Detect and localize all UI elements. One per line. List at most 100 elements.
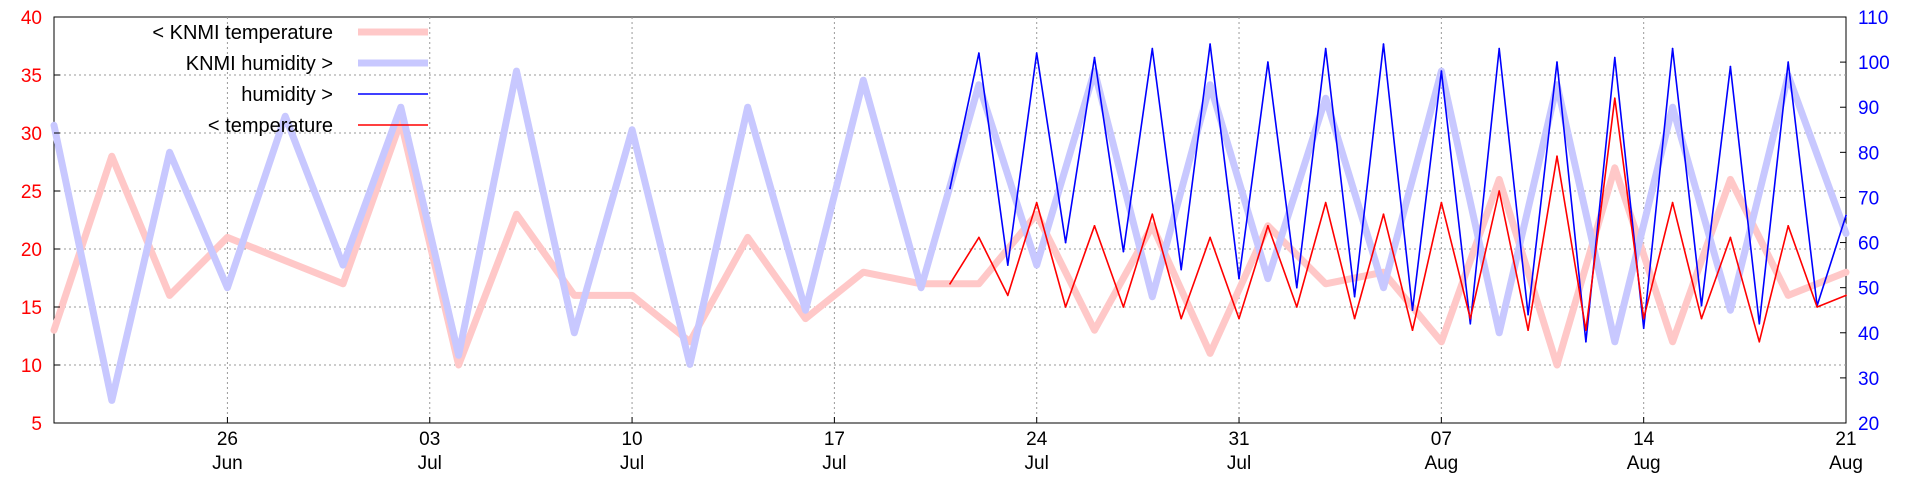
- legend-label: < KNMI temperature: [152, 22, 333, 44]
- x-tick-day: 03: [419, 429, 440, 450]
- data-point-knmi-humidity: [689, 363, 691, 366]
- x-tick-month: Jul: [1227, 453, 1251, 474]
- x-tick-day: 07: [1431, 429, 1452, 450]
- legend-label: humidity >: [241, 84, 333, 106]
- data-point-knmi-humidity: [1614, 341, 1616, 343]
- left-tick-label: 20: [21, 240, 42, 261]
- x-tick-month: Aug: [1424, 453, 1458, 474]
- data-point-knmi-temperature: [515, 213, 518, 215]
- left-tick-label: 35: [21, 66, 42, 87]
- series-line-temperature: [949, 97, 1847, 343]
- data-point-humidity: [1642, 327, 1645, 330]
- data-point-knmi-temperature: [1209, 352, 1211, 355]
- data-point-knmi-temperature: [226, 236, 229, 239]
- data-point-knmi-temperature: [689, 341, 691, 343]
- data-point-humidity: [1353, 295, 1356, 298]
- left-tick-label: 30: [21, 124, 42, 145]
- data-point-temperature: [1527, 329, 1529, 332]
- data-point-humidity: [1151, 47, 1154, 50]
- left-tick-label: 25: [21, 182, 42, 203]
- data-point-temperature: [1382, 213, 1385, 215]
- data-point-knmi-humidity: [1382, 286, 1385, 289]
- data-point-knmi-humidity: [226, 286, 229, 289]
- right-axis-ticks: 20 30 40 50 60 70 80 90 100 110: [1840, 8, 1890, 435]
- data-point-temperature: [978, 236, 980, 239]
- data-point-temperature: [1642, 317, 1645, 320]
- right-tick-label: 100: [1858, 53, 1890, 74]
- data-point-temperature: [1353, 317, 1356, 320]
- data-point-temperature: [1585, 329, 1587, 332]
- data-point-knmi-humidity: [1324, 97, 1327, 99]
- data-point-humidity: [1064, 241, 1067, 244]
- x-tick-month: Aug: [1829, 453, 1863, 474]
- data-point-temperature: [1122, 306, 1125, 308]
- data-point-humidity: [1845, 214, 1847, 217]
- data-point-humidity: [1122, 250, 1125, 253]
- data-point-knmi-temperature: [1845, 271, 1847, 274]
- data-point-knmi-temperature: [1440, 341, 1443, 343]
- data-point-temperature: [1614, 97, 1616, 99]
- data-point-humidity: [1469, 323, 1472, 325]
- data-point-humidity: [1527, 313, 1529, 316]
- data-point-knmi-humidity: [1556, 83, 1558, 86]
- data-point-knmi-humidity: [746, 106, 749, 108]
- data-point-temperature: [1035, 201, 1038, 204]
- x-axis-ticks: 26 Jun 03 Jul 10 Jul 17 Jul 24 Jul 31 Jul 07 Aug 14 Aug…: [212, 417, 1863, 474]
- data-point-temperature: [1180, 317, 1182, 320]
- data-point-knmi-humidity: [978, 83, 980, 86]
- data-point-temperature: [1324, 201, 1327, 204]
- data-point-knmi-temperature: [573, 294, 576, 297]
- x-tick-month: Aug: [1627, 453, 1661, 474]
- data-point-knmi-humidity: [53, 124, 55, 127]
- legend-label: KNMI humidity >: [186, 53, 333, 75]
- x-tick-month: Jun: [212, 453, 243, 474]
- series-line-knmi-temperature: [50, 117, 1850, 369]
- data-point-knmi-humidity: [862, 79, 865, 81]
- data-point-knmi-temperature: [1151, 225, 1154, 227]
- data-point-knmi-temperature: [804, 317, 807, 320]
- data-point-temperature: [1758, 341, 1761, 343]
- data-point-humidity: [1729, 65, 1732, 68]
- data-point-humidity: [1007, 264, 1009, 266]
- data-point-knmi-humidity: [1093, 70, 1096, 72]
- x-tick-day: 21: [1835, 429, 1856, 450]
- x-tick-day: 10: [621, 429, 642, 450]
- x-tick-month: Jul: [620, 453, 644, 474]
- data-point-knmi-humidity: [400, 106, 402, 108]
- data-point-temperature: [1238, 317, 1240, 320]
- data-point-humidity: [1238, 277, 1240, 280]
- data-point-knmi-humidity: [1035, 264, 1038, 266]
- right-tick-label: 30: [1858, 369, 1879, 390]
- data-point-humidity: [978, 52, 980, 54]
- data-point-knmi-temperature: [342, 283, 344, 285]
- data-point-knmi-humidity: [1787, 74, 1789, 77]
- data-point-knmi-humidity: [1498, 332, 1500, 334]
- data-point-temperature: [1845, 294, 1847, 297]
- data-point-temperature: [1267, 225, 1269, 227]
- data-point-temperature: [1816, 306, 1818, 308]
- data-point-knmi-humidity: [1845, 232, 1847, 235]
- data-point-knmi-temperature: [111, 155, 113, 157]
- data-point-temperature: [1787, 225, 1789, 227]
- right-tick-label: 50: [1858, 279, 1879, 300]
- data-point-humidity: [1671, 47, 1674, 50]
- data-point-humidity: [1585, 341, 1587, 343]
- data-point-humidity: [1787, 61, 1789, 63]
- right-tick-label: 40: [1858, 324, 1879, 345]
- data-point-knmi-humidity: [168, 151, 171, 154]
- data-point-knmi-temperature: [1556, 364, 1558, 366]
- data-point-knmi-humidity: [457, 354, 460, 357]
- data-point-knmi-temperature: [1498, 178, 1500, 181]
- data-point-knmi-temperature: [746, 236, 749, 239]
- data-point-humidity: [949, 187, 951, 190]
- legend: < KNMI temperature KNMI humidity > humidit…: [152, 22, 428, 137]
- data-point-temperature: [1007, 294, 1009, 297]
- data-point-knmi-humidity: [804, 309, 807, 312]
- data-point-temperature: [1151, 213, 1154, 215]
- data-point-knmi-humidity: [284, 115, 287, 117]
- data-point-temperature: [1411, 329, 1414, 332]
- data-point-knmi-temperature: [168, 294, 171, 297]
- data-point-knmi-temperature: [631, 294, 633, 297]
- data-point-humidity: [1382, 43, 1385, 45]
